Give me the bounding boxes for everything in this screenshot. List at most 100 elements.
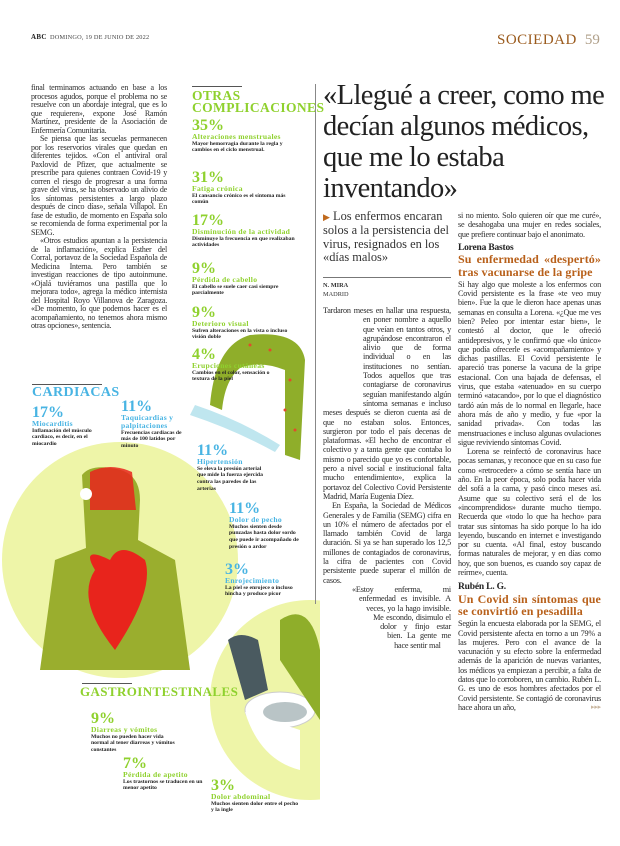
paragraph-text: Según la encuesta elaborada por la SEMG,… [458,619,601,712]
paragraph: Según la encuesta elaborada por la SEMG,… [458,619,601,712]
stat-percent: 4% [192,346,216,363]
green-figure-illustration [190,334,305,460]
stat-item: 17% Disminución de la actividad Disminuye … [192,212,300,249]
gastrointestinales-heading: GASTROINTESTINALES [80,684,239,699]
vertical-rule [315,84,316,604]
stat-percent: 11% [197,442,229,459]
stat-percent: 3% [211,777,235,794]
section-header: SOCIEDAD 59 [497,31,600,49]
paragraph: Tardaron meses en hallar una respuesta, … [323,306,451,501]
paragraph: si no miento. Solo quieren oír que me cu… [458,211,601,239]
stat-description: Muchos no pueden hacer vida normal al te… [91,733,175,753]
stat-description: Los trastornos se traducen en un menor a… [123,778,203,792]
stat-title: Dolor abdominal [211,792,271,801]
stat-title: Pérdida de cabello [192,275,258,284]
stat-percent: 11% [121,398,153,415]
page-number: 59 [584,32,600,48]
stat-description: Inflamación del músculo cardiaco, es dec… [32,427,92,447]
stat-item: 17% Miocarditis Inflamación del músculo ca… [32,404,102,448]
paragraph: Si hay algo que moleste a los enfermos c… [458,279,601,447]
stat-title: Pérdida de apetito [123,770,188,779]
author: N. MIRA [323,282,349,289]
paragraph-text: Tardaron meses en hallar una respuesta, … [323,306,451,501]
subhead: Su enfermedad «despertó» tras vacunarse … [458,252,601,279]
stat-item: 11% Dolor de pecho Muchos sienten desde pu… [229,500,305,550]
paragraph: Se piensa que las secuelas permanecen po… [31,134,167,237]
stat-item: 9% Deterioro visual Sufren alteraciones en… [192,304,300,341]
stat-item: 9% Pérdida de cabello El cabello se suele … [192,260,300,297]
heading-line: OTRAS [192,88,241,103]
divider [323,277,451,278]
subhead-name: Rubén L. G. [458,582,506,593]
triangle-bullet-icon: ▶ [323,212,330,222]
divider [192,86,242,87]
cardiacas-heading: CARDIACAS [32,385,120,400]
paragraph: «Otros estudios apuntan a la persistenci… [31,236,167,330]
issue-date: DOMINGO, 19 DE JUNIO DE 2022 [50,34,150,41]
stat-title: Hipertensión [197,457,243,466]
stat-percent: 11% [229,500,261,517]
paragraph: En España, la Sociedad de Médicos Genera… [323,501,451,585]
infographic-illustrations [2,334,320,800]
byline: N. MIRA MADRID [323,281,349,299]
stat-description: Sufren alteraciones en la vista o inclus… [192,327,288,341]
heading-line: COMPLICACIONES [192,100,325,115]
stat-description: El cansancio crónico es el síntoma más c… [192,192,286,206]
article-column-2: si no miento. Solo quieren oír que me cu… [458,211,601,712]
stat-title: Miocarditis [32,419,73,428]
stat-item: 4% Erupciones cutáneas Cambios en el color… [192,346,282,383]
continue-arrows-icon: ▸▸▸ [591,702,601,711]
article-column-1: Tardaron meses en hallar una respuesta, … [323,306,451,675]
stat-title: Dolor de pecho [229,515,282,524]
stat-percent: 17% [192,212,224,229]
stat-percent: 9% [91,710,115,727]
location: MADRID [323,291,349,298]
subhead-name: Lorena Bastos [458,242,514,253]
stat-description: Se eleva la presión arterial que mide la… [197,465,263,492]
heart-icon [88,550,147,650]
stat-percent: 17% [32,404,64,421]
stat-title: Erupciones cutáneas [192,361,265,370]
headline: «Llegué a creer, como me decían algunos … [323,80,605,204]
stat-title: Fatiga crónica [192,184,243,193]
paragraph: «Estoy enferma, mi enfermedad es invisib… [323,585,451,650]
stat-item: 9% Diarreas y vómitos Muchos no pueden hac… [91,710,175,754]
stat-description: Disminuye la frecuencia en que realizaba… [192,235,295,249]
toilet-illustration [228,614,320,770]
stat-item: 7% Pérdida de apetito Los trastornos se tr… [123,755,207,792]
stat-title: Alteraciones menstruales [192,132,281,141]
stat-description: Cambios en el color, sensación o textura… [192,369,270,383]
stat-percent: 7% [123,755,147,772]
deck-text: Los enfermos encaran solos a la persiste… [323,209,449,265]
stat-item: 3% Enrojecimiento La piel se enrojece o in… [225,561,301,598]
stat-item: 31% Fatiga crónica El cansancio crónico es… [192,169,300,206]
stat-percent: 3% [225,561,249,578]
section-name: SOCIEDAD [497,32,577,48]
paragraph: Lorena se reinfectó de coronavirus hace … [458,447,601,577]
subhead: Un Covid sin síntomas que se convirtió e… [458,591,601,618]
stat-title: Taquicardias y palpitaciones [121,413,174,430]
stat-title: Disminución de la actividad [192,227,291,236]
stat-percent: 31% [192,169,224,186]
stat-title: Deterioro visual [192,319,249,328]
divider [82,683,132,684]
stat-item: 11% Hipertensión Se eleva la presión arter… [197,442,269,492]
left-column-text: final terminamos actuando en base a los … [31,83,167,331]
stat-description: Muchos sienten desde punzadas hasta dolo… [229,523,299,550]
stat-item: 35% Alteraciones menstruales Mayor hemorra… [192,117,300,154]
stat-percent: 9% [192,304,216,321]
stat-percent: 9% [192,260,216,277]
brand-label: ABC [31,33,47,41]
person-heart-illustration [40,467,190,670]
stat-description: Muchos sienten dolor entre el pecho y la… [211,800,299,814]
stat-item: 11% Taquicardias y palpitaciones Frecuenci… [121,398,187,449]
divider [32,384,102,385]
stat-percent: 35% [192,117,224,134]
otras-complicaciones-heading: OTRAS COMPLICACIONES [192,88,325,115]
paragraph-text: «Estoy enferma, mi enfermedad es invisib… [352,584,451,650]
stat-item: 3% Dolor abdominal Muchos sienten dolor en… [211,777,301,814]
stat-title: Diarreas y vómitos [91,725,158,734]
deck: ▶ Los enfermos encaran solos a la persis… [323,209,459,265]
stat-description: Mayor hemorragia durante la regla y camb… [192,140,283,154]
stat-description: El cabello se suele caer casi siempre pa… [192,283,279,297]
